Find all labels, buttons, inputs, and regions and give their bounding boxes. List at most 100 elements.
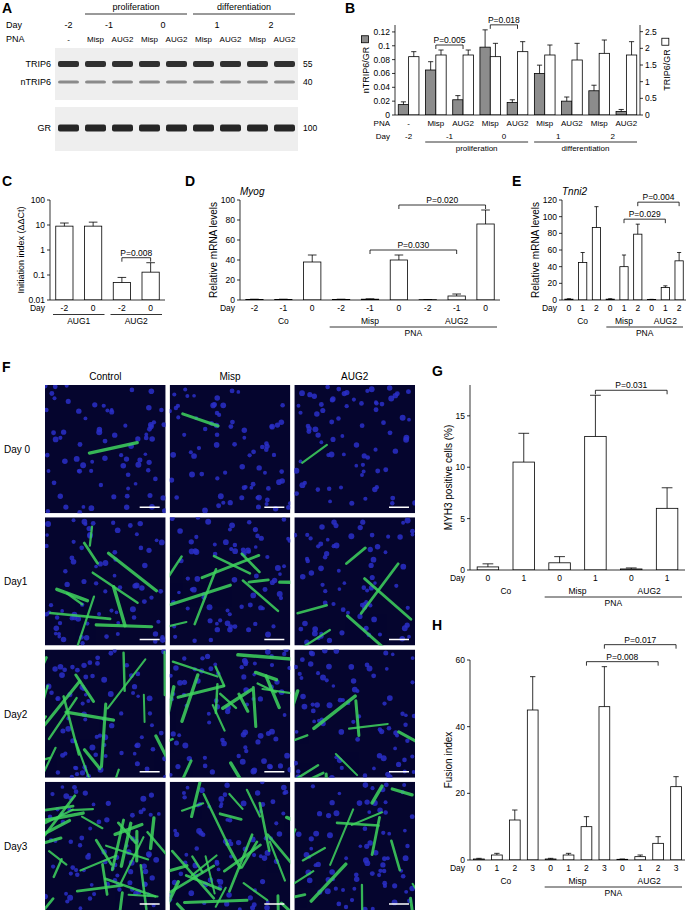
bar [527, 710, 538, 860]
error-bar [438, 50, 443, 55]
nucleus [172, 392, 176, 396]
nucleus [45, 894, 48, 900]
myotube [192, 857, 202, 873]
nucleus [363, 782, 369, 788]
nucleus [189, 450, 193, 454]
nucleus [124, 456, 129, 461]
myotube [372, 817, 379, 854]
nucleus [106, 801, 111, 806]
nucleus [77, 469, 82, 474]
nucleus [70, 865, 75, 870]
micrograph-bg [294, 650, 415, 778]
nucleus [403, 829, 407, 833]
nucleus [381, 831, 385, 835]
error-bar [564, 97, 569, 101]
y2-axis [640, 25, 641, 115]
blot-panel: proliferationdifferentiationDay-2-1012PN… [6, 2, 317, 151]
nucleus [401, 521, 405, 525]
nucleus [281, 812, 285, 816]
nucleus [143, 869, 148, 874]
nucleus [182, 742, 188, 748]
nucleus [177, 733, 181, 737]
tick [559, 200, 562, 201]
nucleus [79, 835, 84, 840]
tick-label: 20 [548, 278, 558, 288]
tick [559, 266, 562, 267]
nucleus [58, 621, 62, 625]
group-label: Co [577, 316, 588, 326]
nucleus [339, 729, 345, 735]
nucleus [186, 606, 190, 610]
category-label: Misp [536, 119, 553, 128]
band [85, 125, 106, 132]
error-bar [428, 62, 433, 70]
nucleus [259, 854, 263, 858]
nucleus [103, 439, 108, 444]
error-bar [476, 858, 481, 860]
category-label: 2 [635, 303, 640, 313]
nucleus [159, 540, 165, 546]
nucleus [93, 752, 98, 757]
nucleus [182, 656, 186, 660]
nucleus [247, 550, 251, 554]
myotube [135, 831, 138, 861]
micrograph [45, 517, 166, 645]
error-bar [395, 255, 404, 260]
nucleus [395, 391, 400, 396]
nucleus [241, 548, 246, 553]
nucleus [278, 763, 283, 768]
nucleus [132, 615, 137, 620]
nucleus [90, 460, 94, 464]
group-label: PNA [605, 598, 623, 608]
myotube [148, 832, 166, 859]
nucleus [79, 906, 83, 910]
nucleus [394, 584, 398, 588]
nucleus [94, 565, 98, 569]
band [166, 81, 187, 84]
nucleus [261, 758, 267, 764]
group-label: -2 [405, 132, 413, 141]
nucleus [72, 518, 76, 522]
marks [474, 667, 682, 860]
myotube [280, 580, 291, 583]
nucleus [263, 587, 268, 592]
nucleus [215, 622, 219, 626]
marks [565, 207, 683, 300]
nucleus [296, 769, 300, 773]
nucleus [81, 663, 86, 668]
nucleus [194, 846, 198, 850]
nucleus [97, 427, 102, 432]
row-title: Day [6, 20, 23, 30]
myotube [202, 555, 259, 577]
tick-label: 1 [645, 77, 650, 87]
myotube [361, 564, 398, 614]
nucleus [92, 892, 96, 896]
nucleus [250, 769, 256, 775]
nucleus [393, 747, 397, 751]
myotube [204, 794, 228, 844]
category-label: 0 [477, 863, 482, 873]
nucleus [192, 639, 196, 643]
myotube [302, 445, 327, 463]
nucleus [358, 525, 363, 530]
nucleus [104, 817, 109, 822]
nucleus [147, 427, 152, 432]
nucleus [351, 720, 355, 724]
category-label: 2 [584, 863, 589, 873]
category-label: 2 [656, 863, 661, 873]
nucleus [215, 476, 219, 480]
chart: 051015MYH3 positive cells (%)010101DayCo… [443, 380, 685, 608]
lane-label: AUG2 [274, 35, 296, 44]
nucleus [283, 713, 287, 717]
significance-bracket [399, 205, 486, 209]
nucleus [250, 486, 254, 490]
nucleus [375, 468, 380, 473]
bar [653, 843, 664, 860]
nucleus [329, 869, 335, 875]
myotube [82, 817, 102, 829]
nucleus [364, 799, 369, 804]
bar [436, 55, 446, 115]
myotube [101, 704, 105, 766]
nucleus [265, 502, 269, 506]
row-header: Day 0 [4, 444, 31, 455]
